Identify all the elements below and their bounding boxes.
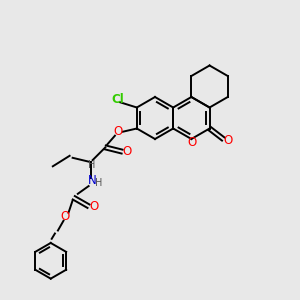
Text: H: H (95, 178, 102, 188)
Text: O: O (122, 145, 132, 158)
Text: Cl: Cl (112, 93, 124, 106)
Text: N: N (88, 174, 97, 187)
Text: O: O (60, 210, 69, 223)
Text: O: O (113, 125, 122, 138)
Text: O: O (188, 136, 197, 148)
Text: O: O (89, 200, 98, 213)
Text: H: H (88, 160, 95, 170)
Text: O: O (224, 134, 233, 148)
